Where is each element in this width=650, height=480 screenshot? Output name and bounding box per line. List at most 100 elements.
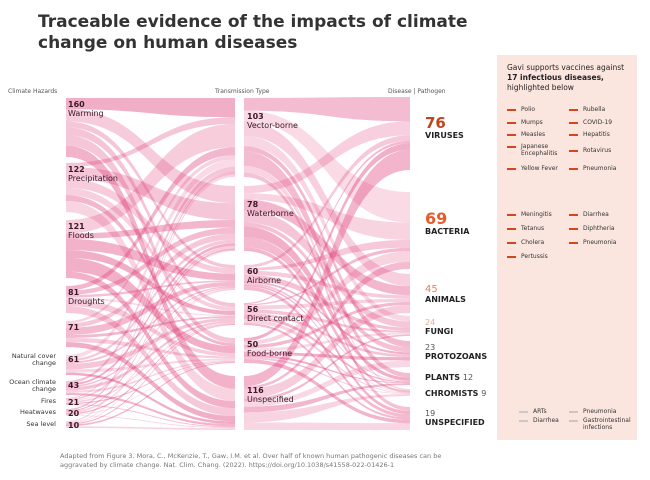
- pathogen-label: PLANTS: [425, 373, 461, 382]
- flow-link: [244, 193, 410, 240]
- flow-link: [66, 127, 235, 308]
- flow-link: [66, 233, 235, 328]
- hazard-value-group: 21: [68, 398, 79, 407]
- flow-link: [66, 286, 235, 364]
- flow-link: [66, 155, 235, 324]
- flow-link: [244, 313, 410, 358]
- hazard-value: 10: [68, 421, 80, 430]
- pathogen-label-group: PLANTS 12: [425, 373, 473, 383]
- hazard-label: Heatwaves: [20, 408, 56, 416]
- hazard-label-group: 71: [68, 323, 79, 332]
- transmission-value: 56: [247, 305, 259, 314]
- flow-link: [66, 271, 235, 409]
- transmission-label-group: 50 Food-borne: [247, 340, 292, 358]
- pathogen-value: 19: [425, 409, 436, 418]
- hazard-label: Warming: [68, 109, 104, 118]
- flow-link: [66, 159, 235, 360]
- transmission-label-group: 116 Unspecified: [247, 386, 294, 404]
- flow-link: [66, 342, 235, 422]
- flow-link: [244, 357, 410, 394]
- flow-link: [66, 227, 235, 295]
- flow-link: [66, 360, 235, 393]
- column-header-transmission: Transmission Type: [215, 88, 270, 95]
- hazard-value: 121: [68, 222, 85, 231]
- flow-link: [66, 358, 235, 373]
- vaccine-legend-panel: Gavi supports vaccines against 17 infecti…: [497, 55, 637, 440]
- flow-link: [66, 195, 235, 347]
- hazard-label: Fires: [41, 397, 56, 405]
- pathogen-label-group: 19 UNSPECIFIED: [425, 409, 485, 428]
- pathogen-label: BACTERIA: [425, 227, 470, 236]
- flow-link: [244, 351, 410, 361]
- flow-link: [244, 121, 410, 287]
- flow-link: [66, 320, 235, 391]
- flow-link: [66, 147, 235, 291]
- flow-link: [244, 334, 410, 402]
- flow-link: [66, 324, 235, 425]
- transmission-label-group: 56 Direct contact: [247, 305, 303, 323]
- flow-link: [244, 422, 410, 430]
- flow-link: [244, 286, 410, 418]
- flow-link: [244, 149, 410, 387]
- legend-item-tetanus: Tetanus: [507, 225, 571, 232]
- flow-link: [244, 393, 410, 423]
- flow-link: [244, 110, 410, 223]
- transmission-label: Vector-borne: [247, 121, 298, 130]
- flow-link: [66, 257, 235, 354]
- legend-item-diarrhea: Diarrhea: [519, 417, 583, 424]
- column-header-hazards: Climate Hazards: [8, 88, 58, 95]
- flow-link: [244, 199, 410, 296]
- hazard-label: Droughts: [68, 297, 105, 306]
- flow-link: [244, 284, 410, 393]
- pathogen-label-group: 45 ANIMALS: [425, 284, 466, 305]
- transmission-label: Unspecified: [247, 395, 294, 404]
- panel-heading: Gavi supports vaccines against 17 infecti…: [507, 63, 632, 93]
- flow-link: [244, 121, 410, 194]
- hazard-value: 81: [68, 288, 80, 297]
- legend-item-polio: Polio: [507, 106, 571, 113]
- legend-item-pneumonia: Pneumonia: [569, 239, 638, 246]
- flow-link: [66, 239, 235, 362]
- hazard-value: 160: [68, 100, 85, 109]
- panel-heading-bold: 17 infectious diseases,: [507, 73, 604, 82]
- flow-link: [244, 261, 410, 390]
- pathogen-label-group: 69 BACTERIA: [425, 210, 469, 237]
- hazard-value: 43: [68, 381, 80, 390]
- flow-link: [244, 360, 410, 407]
- hazard-side-label: Ocean climate change: [0, 379, 56, 393]
- legend-item-japanese-encephalitis: Japanese Encephalitis: [507, 143, 571, 157]
- flow-link: [244, 270, 410, 299]
- transmission-label: Waterborne: [247, 209, 294, 218]
- pathogen-label: CHROMISTS: [425, 389, 479, 398]
- flow-link: [66, 361, 235, 416]
- pathogen-value: 76: [425, 114, 446, 132]
- flow-link: [244, 140, 410, 305]
- hazard-label-group: 121 Floods: [68, 222, 94, 240]
- flow-link: [244, 151, 410, 378]
- flow-link: [244, 146, 410, 348]
- flow-link: [244, 237, 410, 393]
- flow-link: [244, 282, 410, 382]
- pathogen-value: 24: [425, 318, 436, 327]
- column-header-pathogen: Disease | Pathogen: [388, 88, 446, 95]
- flow-link: [244, 315, 410, 383]
- flow-link: [66, 219, 235, 239]
- hazard-label-group: 160 Warming: [68, 100, 104, 118]
- flow-link: [66, 426, 235, 430]
- legend-item-measles: Measles: [507, 131, 571, 138]
- flow-link: [66, 121, 235, 269]
- flow-link: [244, 247, 410, 415]
- hazard-side-label: Heatwaves: [0, 409, 56, 416]
- hazard-label: Sea level: [26, 420, 56, 428]
- flow-link: [66, 187, 235, 312]
- transmission-value: 78: [247, 200, 259, 209]
- pathogen-label-group: CHROMISTS 9: [425, 389, 486, 399]
- flow-link: [66, 248, 235, 412]
- flow-link: [244, 143, 410, 342]
- pathogen-value: 12: [462, 373, 474, 382]
- flow-link: [244, 274, 410, 331]
- flow-link: [66, 281, 235, 336]
- legend-item-diphtheria: Diphtheria: [569, 225, 638, 232]
- transmission-label-group: 78 Waterborne: [247, 200, 294, 218]
- flow-link: [66, 238, 235, 281]
